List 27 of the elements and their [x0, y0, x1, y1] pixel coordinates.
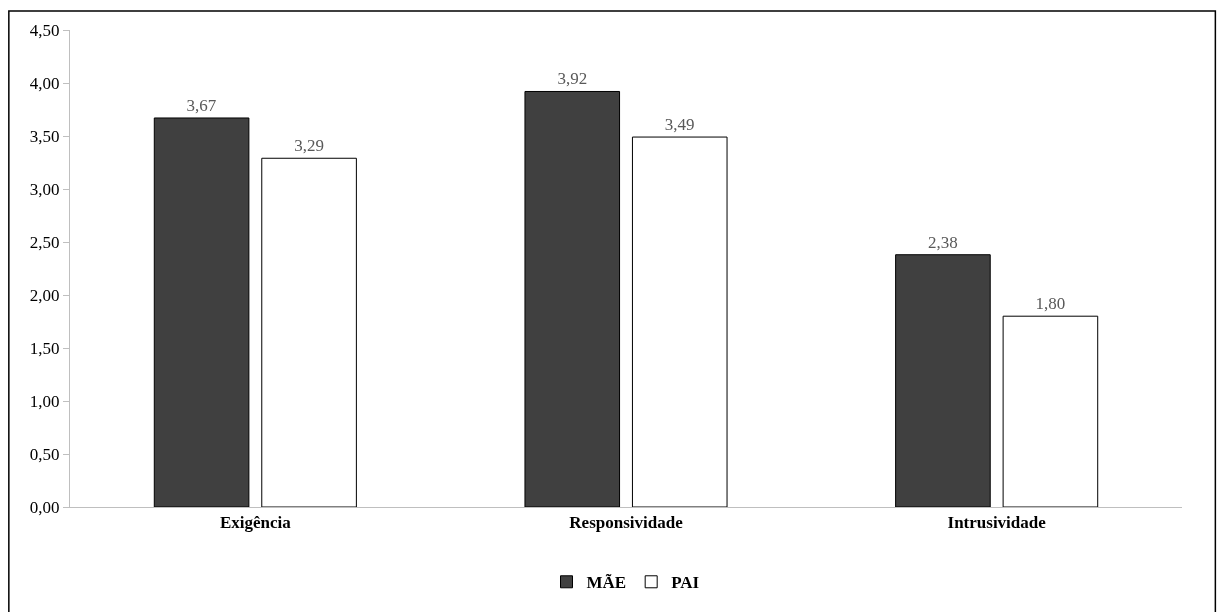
data-label: 1,80	[1035, 294, 1066, 314]
legend-label: MÃE	[586, 573, 627, 593]
bar	[261, 157, 357, 507]
y-tick-label: 0,50	[29, 444, 60, 464]
y-tick-label: 3,50	[29, 126, 60, 146]
data-label: 3,29	[294, 136, 324, 156]
x-tick-label: Exigência	[219, 513, 292, 533]
data-label: 3,92	[557, 69, 588, 89]
x-tick-label: Intrusividade	[947, 513, 1047, 533]
bar	[524, 90, 621, 507]
y-tick-label: 1,00	[29, 391, 60, 411]
y-tick-label: 2,00	[29, 285, 60, 305]
y-tick-label: 4,00	[29, 73, 60, 93]
data-label: 2,38	[928, 232, 958, 252]
x-tick-label: Responsividade	[569, 513, 684, 533]
y-tick-label: 0,00	[29, 497, 60, 517]
y-tick-label: 1,50	[29, 338, 60, 358]
data-label: 3,67	[186, 95, 217, 115]
bar	[631, 136, 728, 507]
legend-label: PAI	[671, 573, 700, 593]
data-label: 3,49	[664, 115, 695, 135]
bar	[895, 254, 991, 507]
bar	[1002, 315, 1099, 507]
y-tick-label: 2,50	[29, 232, 60, 252]
bar	[153, 117, 250, 507]
y-tick-label: 4,50	[29, 20, 60, 40]
y-tick-label: 3,00	[29, 179, 60, 199]
